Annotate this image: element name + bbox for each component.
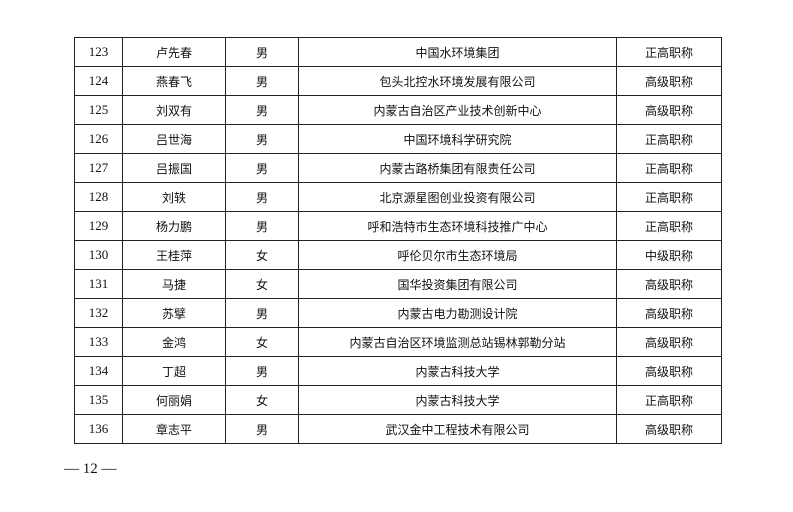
person-name: 刘轶 (122, 182, 226, 212)
organization: 内蒙古科技大学 (298, 385, 617, 415)
table-row: 136 章志平男武汉金中工程技术有限公司 高级职称 (74, 414, 722, 444)
table-row: 126 吕世海男中国环境科学研究院 正高职称 (74, 124, 722, 154)
table-row: 133 金鸿女内蒙古自治区环境监测总站锡林郭勒分站 高级职称 (74, 327, 722, 357)
organization: 中国环境科学研究院 (298, 124, 617, 154)
professional-title: 正高职称 (616, 385, 722, 415)
row-number: 135 (74, 385, 123, 415)
gender: 男 (225, 298, 299, 328)
row-number: 133 (74, 327, 123, 357)
row-number: 129 (74, 211, 123, 241)
table-row: 134 丁超男内蒙古科技大学 高级职称 (74, 356, 722, 386)
row-number: 125 (74, 95, 123, 125)
gender: 男 (225, 153, 299, 183)
table-row: 129 杨力鹏男呼和浩特市生态环境科技推广中心 正高职称 (74, 211, 722, 241)
person-name: 卢先春 (122, 37, 226, 67)
row-number: 128 (74, 182, 123, 212)
professional-title: 正高职称 (616, 211, 722, 241)
person-name: 何丽娟 (122, 385, 226, 415)
gender: 女 (225, 327, 299, 357)
organization: 北京源星图创业投资有限公司 (298, 182, 617, 212)
row-number: 131 (74, 269, 123, 299)
professional-title: 高级职称 (616, 95, 722, 125)
professional-title: 高级职称 (616, 66, 722, 96)
professional-title: 高级职称 (616, 298, 722, 328)
row-number: 124 (74, 66, 123, 96)
gender: 男 (225, 124, 299, 154)
person-name: 王桂萍 (122, 240, 226, 270)
gender: 男 (225, 66, 299, 96)
table-row: 135 何丽娟女内蒙古科技大学 正高职称 (74, 385, 722, 415)
row-number: 126 (74, 124, 123, 154)
person-name: 燕春飞 (122, 66, 226, 96)
professional-title: 中级职称 (616, 240, 722, 270)
organization: 武汉金中工程技术有限公司 (298, 414, 617, 444)
table-row: 130 王桂萍女呼伦贝尔市生态环境局 中级职称 (74, 240, 722, 270)
gender: 男 (225, 95, 299, 125)
person-name: 吕振国 (122, 153, 226, 183)
professional-title: 正高职称 (616, 37, 722, 67)
organization: 内蒙古自治区环境监测总站锡林郭勒分站 (298, 327, 617, 357)
organization: 内蒙古路桥集团有限责任公司 (298, 153, 617, 183)
professional-title: 正高职称 (616, 124, 722, 154)
person-name: 马捷 (122, 269, 226, 299)
gender: 女 (225, 240, 299, 270)
professional-title: 高级职称 (616, 356, 722, 386)
professional-title: 高级职称 (616, 327, 722, 357)
person-name: 丁超 (122, 356, 226, 386)
organization: 内蒙古科技大学 (298, 356, 617, 386)
person-name: 苏擘 (122, 298, 226, 328)
organization: 国华投资集团有限公司 (298, 269, 617, 299)
gender: 男 (225, 356, 299, 386)
page-number: — 12 — (64, 461, 117, 477)
personnel-table: 123 卢先春男中国水环境集团 正高职称 124 燕春飞男包头北控水环境发展有限公司 高级… (74, 37, 722, 444)
table-row: 125 刘双有男内蒙古自治区产业技术创新中心 高级职称 (74, 95, 722, 125)
gender: 女 (225, 269, 299, 299)
table-row: 123 卢先春男中国水环境集团 正高职称 (74, 37, 722, 67)
row-number: 132 (74, 298, 123, 328)
organization: 中国水环境集团 (298, 37, 617, 67)
person-name: 刘双有 (122, 95, 226, 125)
person-name: 杨力鹏 (122, 211, 226, 241)
table-row: 131 马捷女国华投资集团有限公司 高级职称 (74, 269, 722, 299)
table-row: 127 吕振国男内蒙古路桥集团有限责任公司 正高职称 (74, 153, 722, 183)
professional-title: 正高职称 (616, 153, 722, 183)
professional-title: 正高职称 (616, 182, 722, 212)
organization: 内蒙古自治区产业技术创新中心 (298, 95, 617, 125)
table-row: 128 刘轶男北京源星图创业投资有限公司 正高职称 (74, 182, 722, 212)
row-number: 136 (74, 414, 123, 444)
gender: 女 (225, 385, 299, 415)
organization: 内蒙古电力勘测设计院 (298, 298, 617, 328)
gender: 男 (225, 182, 299, 212)
organization: 包头北控水环境发展有限公司 (298, 66, 617, 96)
organization: 呼和浩特市生态环境科技推广中心 (298, 211, 617, 241)
table-row: 124 燕春飞男包头北控水环境发展有限公司 高级职称 (74, 66, 722, 96)
row-number: 127 (74, 153, 123, 183)
professional-title: 高级职称 (616, 269, 722, 299)
organization: 呼伦贝尔市生态环境局 (298, 240, 617, 270)
person-name: 金鸿 (122, 327, 226, 357)
row-number: 130 (74, 240, 123, 270)
person-name: 吕世海 (122, 124, 226, 154)
row-number: 123 (74, 37, 123, 67)
table-row: 132 苏擘男内蒙古电力勘测设计院 高级职称 (74, 298, 722, 328)
gender: 男 (225, 211, 299, 241)
person-name: 章志平 (122, 414, 226, 444)
row-number: 134 (74, 356, 123, 386)
professional-title: 高级职称 (616, 414, 722, 444)
gender: 男 (225, 37, 299, 67)
gender: 男 (225, 414, 299, 444)
